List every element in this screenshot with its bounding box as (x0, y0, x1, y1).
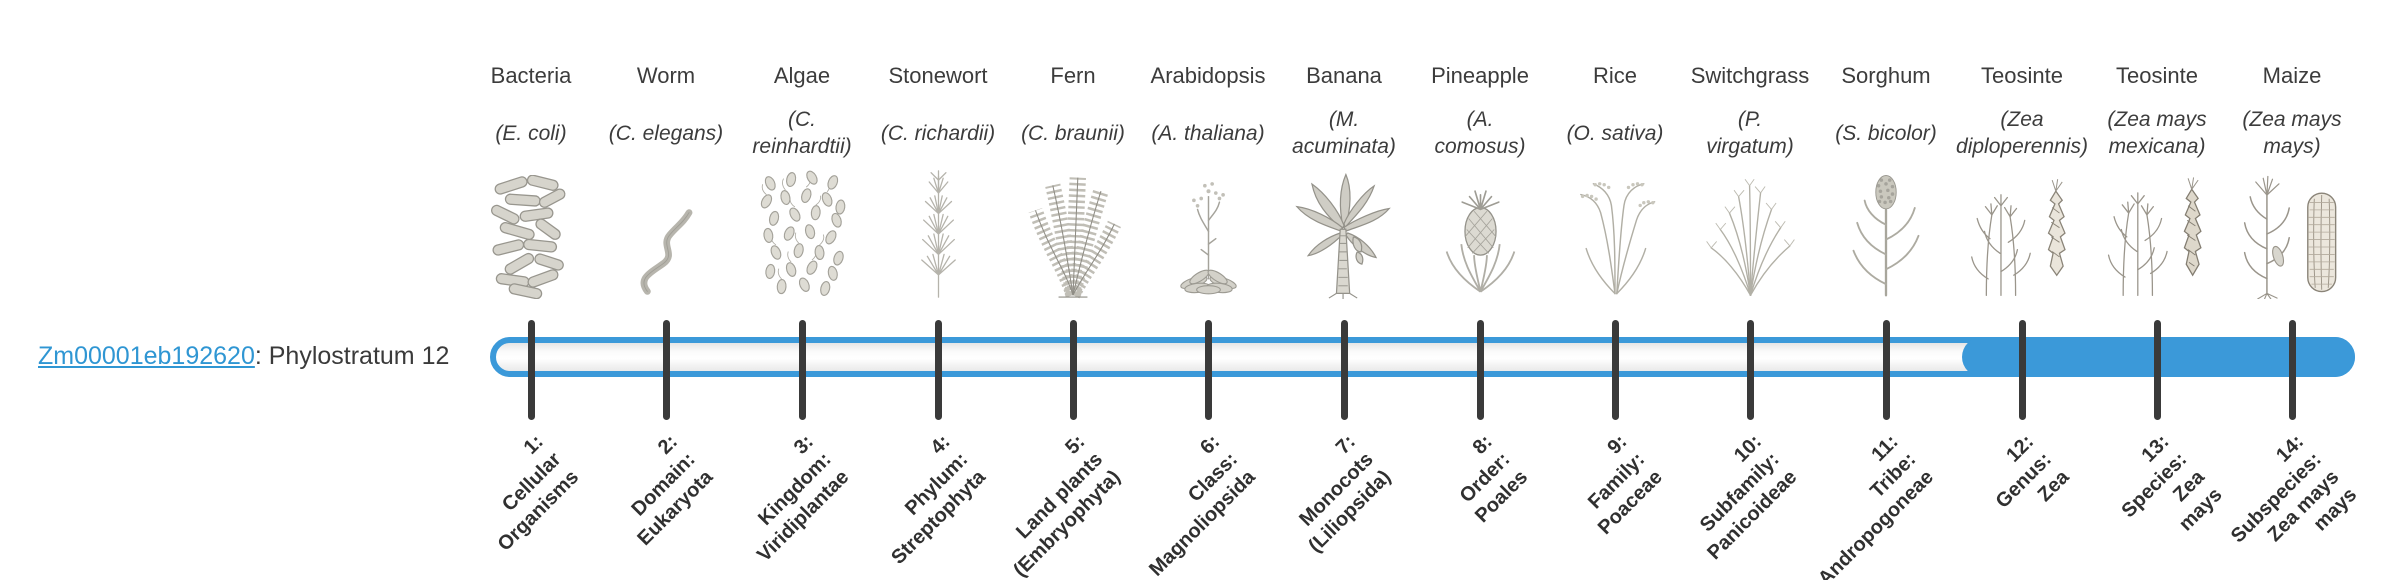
organism-name: Algae (773, 63, 831, 88)
organism-name: Pineapple (1431, 63, 1529, 88)
stage-label-text: 11: Tribe: Andropogoneae (1813, 430, 1938, 580)
organism-name: Stonewort (888, 63, 988, 88)
stonewort-illustration (868, 161, 1008, 299)
gene-id-link[interactable]: Zm00001eb192620 (38, 342, 255, 370)
stage-tick-7 (1340, 320, 1348, 420)
phylostratum-text: : Phylostratum 12 (254, 342, 450, 370)
organism-name: Maize (2262, 63, 2322, 88)
organism-name: Switchgrass (1690, 63, 1810, 88)
rice-illustration (1545, 161, 1685, 299)
stage-label-text: 10: Subfamily: Panicoideae (1696, 430, 1802, 565)
organism-column-fern: Fern (C. braunii) (1003, 62, 1143, 299)
stage-label-text: 7: Monocots (Liliopsida) (1295, 430, 1396, 558)
stage-label-text: 1: Cellular Organisms (493, 430, 583, 556)
organism-name: Sorghum (1841, 63, 1931, 88)
stage-tick-4 (934, 320, 942, 420)
organism-sci-name: (E. coli) (495, 121, 567, 145)
gene-label: Zm00001eb192620: Phylostratum 12 (38, 341, 449, 372)
organism-column-bacteria: Bacteria (E. coli) (461, 62, 601, 299)
stage-tick-10 (1746, 320, 1754, 420)
stage-label-text: 3: Kingdom: Viridiplantae (753, 430, 854, 567)
teosinte-diploperennis-illustration (1952, 161, 2092, 299)
organism-column-rice: Rice (O. sativa) (1545, 62, 1685, 299)
organism-name: Fern (1050, 63, 1096, 88)
organism-column-teosinte-diploperennis: Teosinte (Zea diploperennis) (1952, 62, 2092, 299)
stage-label-text: 12: Genus: Zea (1991, 430, 2074, 513)
sorghum-illustration (1816, 161, 1956, 299)
organism-name: Bacteria (490, 63, 572, 88)
organism-column-stonewort: Stonewort (C. richardii) (868, 62, 1008, 299)
organism-name: Teosinte (2116, 63, 2198, 88)
maize-illustration (2222, 161, 2362, 299)
organism-column-sorghum: Sorghum (S. bicolor) (1816, 62, 1956, 299)
organism-sci-name: (M. acuminata) (1292, 108, 1396, 158)
stage-label-text: 14: Subspecies: Zea mays mays (2227, 430, 2362, 548)
stage-label-text: 5: Land plants (Embryophyta) (1009, 430, 1125, 580)
stage-tick-1 (527, 320, 535, 420)
stage-label-text: 8: Order: Poales (1455, 430, 1532, 528)
organism-sci-name: (C. elegans) (608, 121, 724, 145)
banana-illustration (1274, 161, 1414, 299)
organism-column-arabidopsis: Arabidopsis (A. thaliana) (1138, 62, 1278, 299)
organism-column-worm: Worm (C. elegans) (596, 62, 736, 299)
organism-sci-name: (C. braunii) (1021, 121, 1125, 145)
organism-sci-name: (A. thaliana) (1151, 121, 1265, 145)
organism-name: Rice (1592, 63, 1637, 88)
stage-tick-9 (1611, 320, 1619, 420)
switchgrass-illustration (1680, 161, 1820, 299)
stage-label-text: 13: Species: Zea mays (2117, 430, 2227, 536)
stage-tick-12 (2018, 320, 2026, 420)
stage-label-text: 6: Class: Magnoliopsida (1145, 430, 1260, 580)
stage-tick-14 (2289, 320, 2296, 420)
stage-label-text: 2: Domain: Eukaryota (627, 430, 718, 551)
stage-tick-13 (2153, 320, 2161, 420)
stage-tick-6 (1204, 320, 1212, 420)
organism-sci-name: (S. bicolor) (1835, 121, 1937, 145)
stage-tick-3 (798, 320, 806, 420)
organism-sci-name: (C. richardii) (880, 121, 996, 145)
teosinte-mexicana-illustration (2087, 161, 2227, 299)
organism-sci-name: (Zea mays mexicana) (2107, 108, 2207, 158)
organism-name: Worm (636, 63, 696, 88)
organism-name: Banana (1306, 63, 1382, 88)
stage-label-text: 4: Phylum: Streptophyta (886, 430, 990, 569)
organism-sci-name: (Zea mays mays) (2242, 108, 2342, 158)
bacteria-illustration (461, 161, 601, 299)
pineapple-illustration (1410, 161, 1550, 299)
organism-sci-name: (Zea diploperennis) (1956, 108, 2088, 158)
stage-tick-11 (1882, 320, 1890, 420)
stage-tick-2 (662, 320, 670, 420)
organism-sci-name: (P. virgatum) (1706, 108, 1794, 158)
organism-column-teosinte-mexicana: Teosinte (Zea mays mexicana) (2087, 62, 2227, 299)
organism-column-algae: Algae (C. reinhardtii) (732, 62, 872, 299)
worm-illustration (596, 161, 736, 299)
stage-tick-5 (1069, 320, 1077, 420)
organism-column-switchgrass: Switchgrass (P. virgatum) (1680, 62, 1820, 299)
algae-illustration (732, 161, 872, 299)
arabidopsis-illustration (1138, 161, 1278, 299)
organism-name: Arabidopsis (1150, 63, 1266, 88)
fern-illustration (1003, 161, 1143, 299)
organism-sci-name: (A. comosus) (1434, 108, 1526, 158)
organism-column-banana: Banana (M. acuminata) (1274, 62, 1414, 299)
organism-name: Teosinte (1981, 63, 2063, 88)
organism-column-pineapple: Pineapple (A. comosus) (1410, 62, 1550, 299)
organism-column-maize: Maize (Zea mays mays) (2222, 62, 2362, 299)
organism-sci-name: (C. reinhardtii) (752, 108, 852, 158)
stage-label-text: 9: Family: Poaceae (1583, 430, 1667, 540)
stage-tick-8 (1476, 320, 1484, 420)
organism-sci-name: (O. sativa) (1566, 121, 1664, 145)
